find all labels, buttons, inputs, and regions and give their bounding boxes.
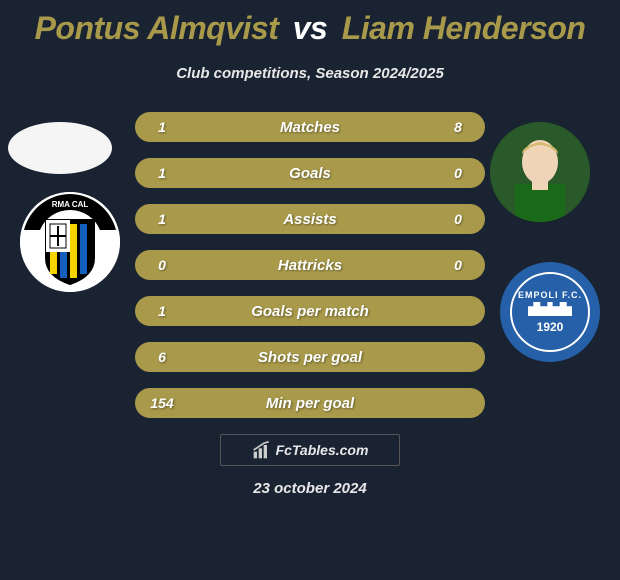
stat-row: 1Goals0 [135,158,485,188]
svg-text:RMA CAL: RMA CAL [52,200,89,209]
brand-text: FcTables.com [276,442,369,458]
player2-name: Liam Henderson [342,10,586,46]
chart-icon [252,440,272,460]
stat-value-right: 0 [435,257,485,273]
stat-label: Goals per match [185,303,435,320]
brand-badge: FcTables.com [220,434,400,466]
stat-row: 1Assists0 [135,204,485,234]
stat-label: Matches [185,119,435,136]
stat-value-left: 1 [135,165,185,181]
stat-label: Assists [185,211,435,228]
stat-label: Shots per goal [185,349,435,366]
stat-row: 1Matches8 [135,112,485,142]
stat-row: 6Shots per goal [135,342,485,372]
stat-value-left: 1 [135,119,185,135]
subtitle: Club competitions, Season 2024/2025 [0,65,620,82]
stat-value-right: 0 [435,165,485,181]
stat-label: Hattricks [185,257,435,274]
stat-value-right: 0 [435,211,485,227]
stat-row: 154Min per goal [135,388,485,418]
club-badge-name: EMPOLI F.C. [518,290,582,300]
stat-value-right: 8 [435,119,485,135]
stat-value-left: 1 [135,211,185,227]
player2-avatar [490,122,590,222]
footer-date: 23 october 2024 [0,480,620,497]
stat-value-left: 6 [135,349,185,365]
stat-value-left: 154 [135,395,185,411]
vs-separator: vs [293,10,328,46]
club-badge-year: 1920 [537,320,564,334]
comparison-body: RMA CAL EMPOLI F.C. 1920 1Matches81Goals… [0,112,620,418]
castle-icon [528,302,572,316]
player2-club-badge: EMPOLI F.C. 1920 [500,262,600,362]
stat-row: 1Goals per match [135,296,485,326]
stat-value-left: 0 [135,257,185,273]
stats-container: 1Matches81Goals01Assists00Hattricks01Goa… [135,112,485,418]
stat-row: 0Hattricks0 [135,250,485,280]
player1-name: Pontus Almqvist [35,10,279,46]
stat-label: Min per goal [185,395,435,412]
comparison-title: Pontus Almqvist vs Liam Henderson [0,0,620,47]
stat-value-left: 1 [135,303,185,319]
player1-club-badge: RMA CAL [20,192,120,292]
stat-label: Goals [185,165,435,182]
player1-avatar [8,122,112,174]
